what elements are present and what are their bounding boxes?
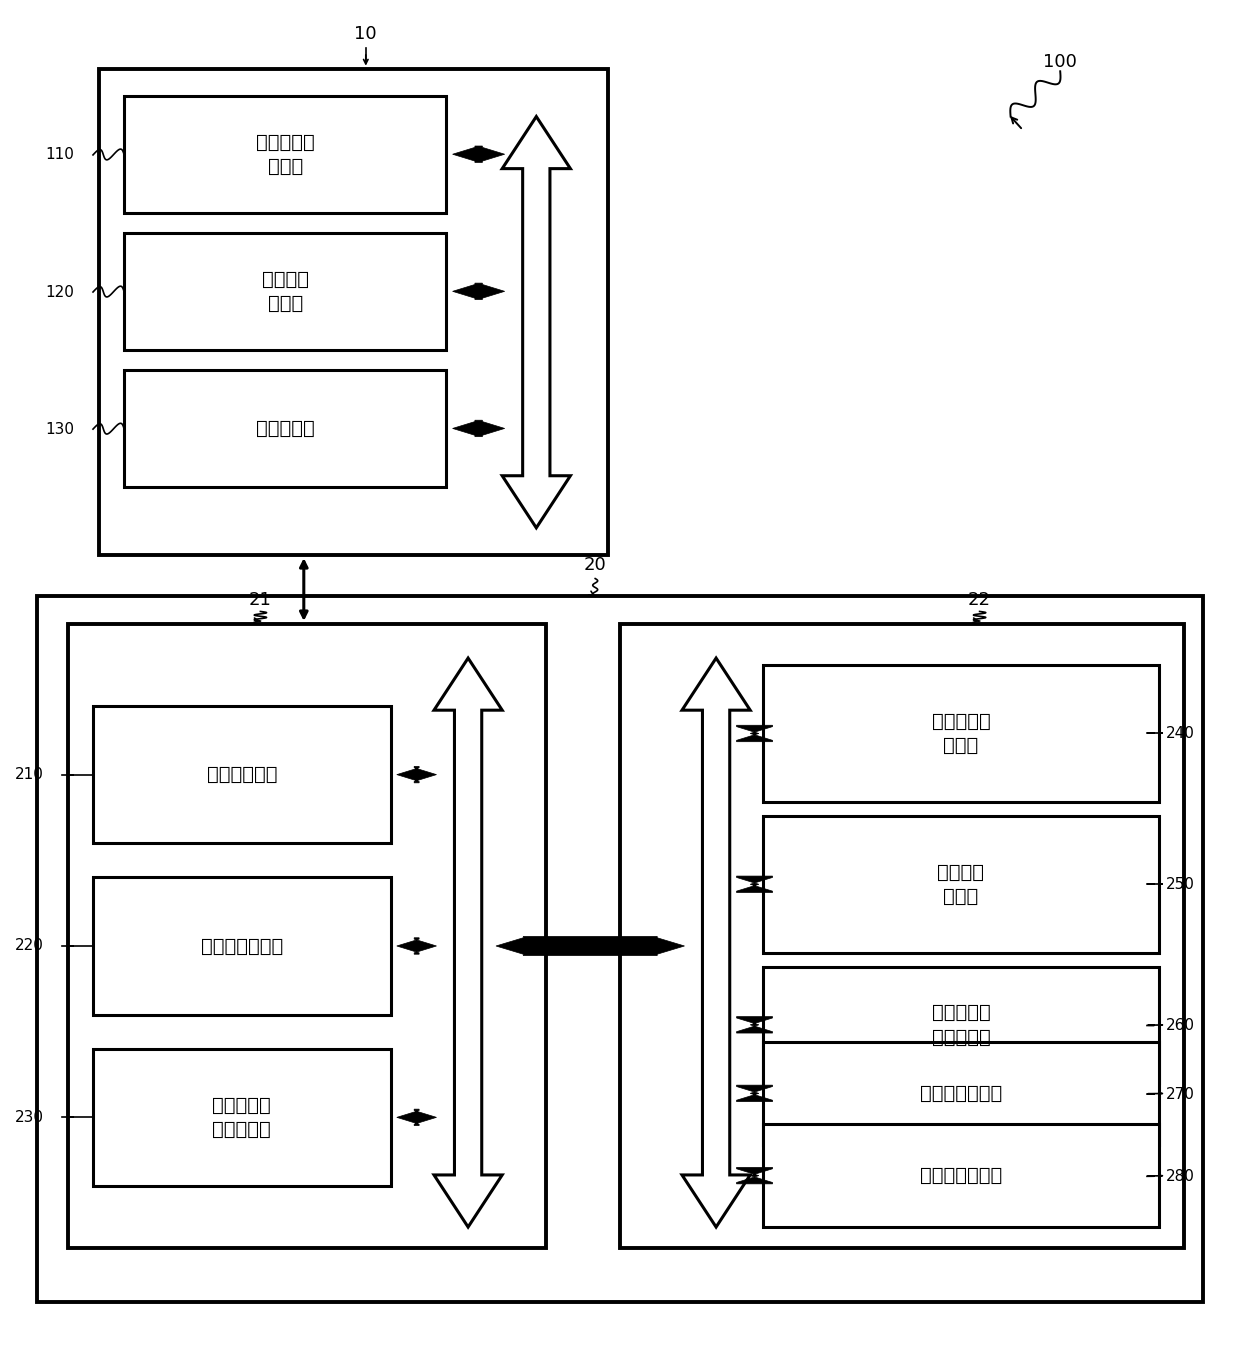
Text: 使用者识别部: 使用者识别部 [207,765,277,784]
Polygon shape [737,1017,773,1034]
Text: 220: 220 [15,939,43,953]
Polygon shape [397,938,436,954]
Polygon shape [397,1109,436,1126]
Text: 身体信息
获取部: 身体信息 获取部 [262,270,309,313]
Text: 多元智能检测部: 多元智能检测部 [920,1084,1002,1102]
Bar [763,1124,1159,1227]
Text: 120: 120 [46,285,74,299]
Text: 100: 100 [1043,52,1078,71]
Text: 21: 21 [249,591,272,610]
Bar [99,69,608,555]
Text: 20: 20 [584,555,606,574]
Polygon shape [434,658,502,1227]
Text: 130: 130 [46,422,74,436]
Bar [93,706,391,843]
Text: 使用者信息
存储部: 使用者信息 存储部 [931,712,991,755]
Polygon shape [397,766,436,783]
Polygon shape [502,117,570,528]
Polygon shape [737,1086,773,1102]
Text: 240: 240 [1166,727,1194,740]
Text: 内容识别部: 内容识别部 [255,420,315,437]
Text: 270: 270 [1166,1087,1194,1101]
Text: 280: 280 [1166,1169,1194,1183]
Bar [763,967,1159,1083]
Text: 检测结果提供部: 检测结果提供部 [920,1167,1002,1185]
Polygon shape [737,876,773,893]
Bar [37,596,1203,1302]
Text: 250: 250 [1166,877,1194,891]
Bar [93,877,391,1015]
Polygon shape [453,147,505,163]
Text: 身体信息
搜集部: 身体信息 搜集部 [937,862,985,906]
Text: 使用者响应
信息搜集部: 使用者响应 信息搜集部 [931,1004,991,1046]
Bar [763,665,1159,802]
Bar [124,370,446,487]
Text: 260: 260 [1166,1019,1194,1032]
Bar [124,96,446,213]
Bar [763,816,1159,953]
Text: 230: 230 [15,1111,43,1124]
Bar [763,1042,1159,1145]
Text: 测试接口提供部: 测试接口提供部 [201,936,283,956]
Bar [68,624,546,1248]
Polygon shape [682,658,750,1227]
Bar [93,1049,391,1186]
Polygon shape [496,936,684,956]
Polygon shape [737,725,773,742]
Bar [124,233,446,350]
Text: 210: 210 [15,768,43,781]
Polygon shape [737,1168,773,1185]
Text: 10: 10 [355,25,377,44]
Text: 使用者响应
信息获取部: 使用者响应 信息获取部 [212,1095,272,1139]
Polygon shape [453,284,505,300]
Bar [620,624,1184,1248]
Text: 110: 110 [46,148,74,162]
Text: 22: 22 [968,591,991,610]
Polygon shape [453,420,505,436]
Text: 使用者信息
提供部: 使用者信息 提供部 [255,133,315,175]
